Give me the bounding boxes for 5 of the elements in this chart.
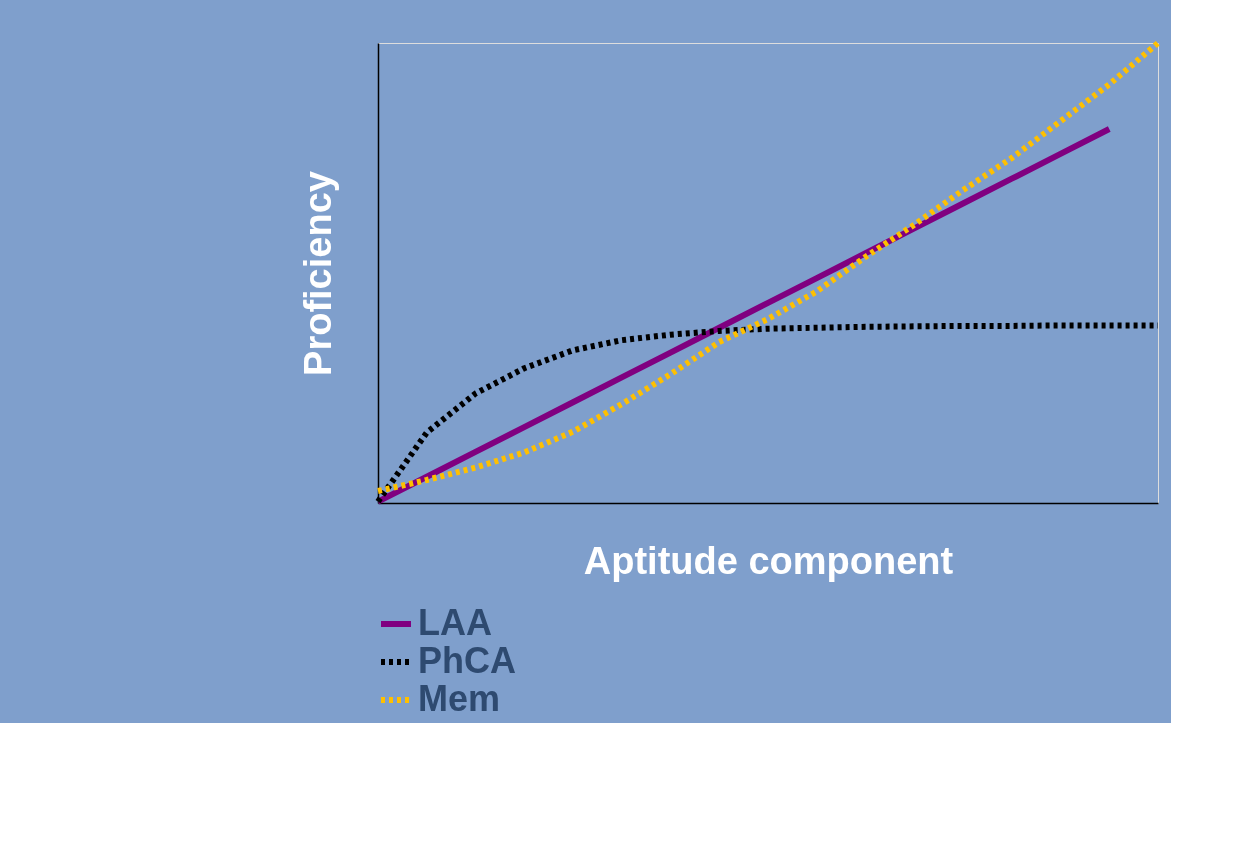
x-axis-title: Aptitude component	[583, 539, 954, 582]
legend-label: Mem	[418, 678, 501, 719]
legend-label: PhCA	[418, 640, 516, 681]
y-axis-title: Proficiency	[296, 171, 339, 376]
legend-label: LAA	[418, 602, 492, 643]
